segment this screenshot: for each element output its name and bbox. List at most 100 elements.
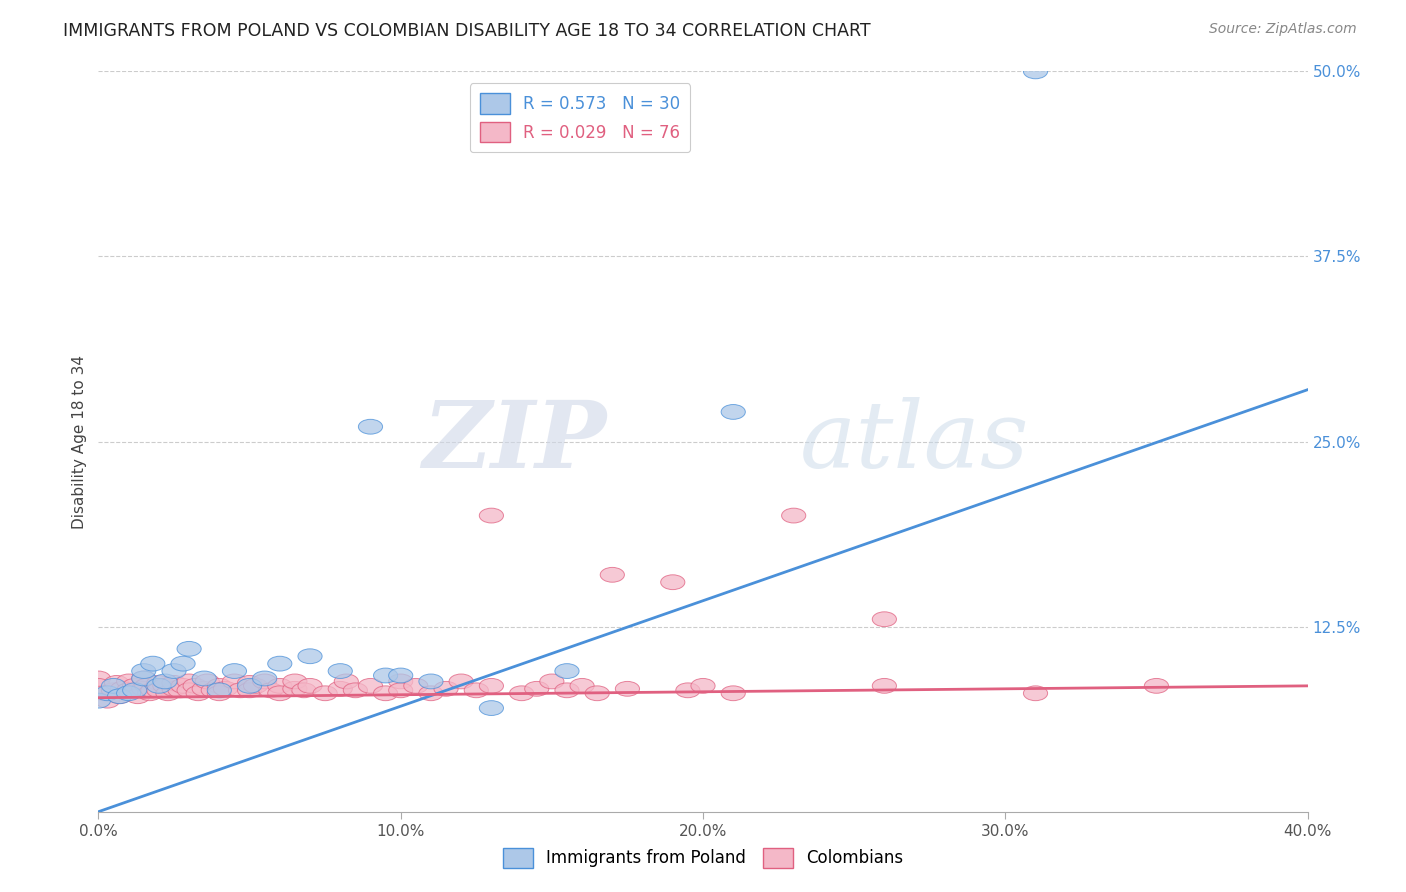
- Ellipse shape: [201, 683, 225, 698]
- Text: IMMIGRANTS FROM POLAND VS COLOMBIAN DISABILITY AGE 18 TO 34 CORRELATION CHART: IMMIGRANTS FROM POLAND VS COLOMBIAN DISA…: [63, 22, 870, 40]
- Ellipse shape: [267, 686, 292, 701]
- Ellipse shape: [359, 679, 382, 693]
- Ellipse shape: [585, 686, 609, 701]
- Ellipse shape: [222, 674, 246, 689]
- Ellipse shape: [177, 641, 201, 657]
- Ellipse shape: [555, 664, 579, 679]
- Ellipse shape: [1024, 686, 1047, 701]
- Ellipse shape: [283, 681, 307, 697]
- Ellipse shape: [524, 681, 548, 697]
- Ellipse shape: [374, 668, 398, 683]
- Ellipse shape: [153, 674, 177, 689]
- Ellipse shape: [153, 679, 177, 693]
- Ellipse shape: [259, 683, 283, 698]
- Ellipse shape: [146, 675, 172, 690]
- Ellipse shape: [222, 664, 246, 679]
- Ellipse shape: [104, 675, 129, 690]
- Ellipse shape: [214, 681, 238, 697]
- Ellipse shape: [267, 657, 292, 671]
- Ellipse shape: [207, 679, 232, 693]
- Ellipse shape: [93, 686, 117, 701]
- Ellipse shape: [1024, 64, 1047, 78]
- Ellipse shape: [540, 674, 564, 689]
- Ellipse shape: [132, 671, 156, 686]
- Ellipse shape: [676, 683, 700, 698]
- Ellipse shape: [449, 674, 474, 689]
- Text: atlas: atlas: [800, 397, 1029, 486]
- Ellipse shape: [253, 674, 277, 689]
- Ellipse shape: [162, 664, 186, 679]
- Ellipse shape: [328, 681, 353, 697]
- Ellipse shape: [122, 683, 146, 698]
- Ellipse shape: [162, 681, 186, 697]
- Ellipse shape: [96, 693, 120, 708]
- Ellipse shape: [162, 675, 186, 690]
- Ellipse shape: [183, 679, 207, 693]
- Ellipse shape: [135, 679, 159, 693]
- Ellipse shape: [207, 683, 232, 698]
- Ellipse shape: [186, 686, 211, 701]
- Ellipse shape: [238, 683, 262, 698]
- Ellipse shape: [419, 674, 443, 689]
- Ellipse shape: [141, 657, 165, 671]
- Ellipse shape: [328, 664, 353, 679]
- Ellipse shape: [117, 674, 141, 689]
- Ellipse shape: [464, 683, 488, 698]
- Ellipse shape: [335, 674, 359, 689]
- Ellipse shape: [132, 681, 156, 697]
- Y-axis label: Disability Age 18 to 34: Disability Age 18 to 34: [72, 354, 87, 529]
- Ellipse shape: [172, 657, 195, 671]
- Ellipse shape: [167, 683, 193, 698]
- Ellipse shape: [101, 679, 125, 693]
- Ellipse shape: [343, 683, 367, 698]
- Ellipse shape: [872, 679, 897, 693]
- Ellipse shape: [388, 668, 413, 683]
- Ellipse shape: [388, 674, 413, 689]
- Ellipse shape: [132, 671, 156, 686]
- Ellipse shape: [404, 679, 427, 693]
- Ellipse shape: [616, 681, 640, 697]
- Ellipse shape: [132, 664, 156, 679]
- Ellipse shape: [107, 689, 132, 704]
- Ellipse shape: [253, 671, 277, 686]
- Ellipse shape: [374, 686, 398, 701]
- Ellipse shape: [721, 404, 745, 419]
- Ellipse shape: [101, 683, 125, 698]
- Ellipse shape: [479, 679, 503, 693]
- Ellipse shape: [1144, 679, 1168, 693]
- Ellipse shape: [86, 693, 111, 708]
- Ellipse shape: [138, 686, 162, 701]
- Ellipse shape: [298, 648, 322, 664]
- Ellipse shape: [314, 686, 337, 701]
- Ellipse shape: [122, 679, 146, 693]
- Ellipse shape: [782, 508, 806, 523]
- Ellipse shape: [141, 683, 165, 698]
- Ellipse shape: [388, 683, 413, 698]
- Ellipse shape: [111, 681, 135, 697]
- Ellipse shape: [243, 679, 267, 693]
- Ellipse shape: [156, 686, 180, 701]
- Ellipse shape: [569, 679, 595, 693]
- Ellipse shape: [359, 419, 382, 434]
- Text: Source: ZipAtlas.com: Source: ZipAtlas.com: [1209, 22, 1357, 37]
- Ellipse shape: [509, 686, 534, 701]
- Ellipse shape: [172, 679, 195, 693]
- Ellipse shape: [283, 674, 307, 689]
- Ellipse shape: [555, 683, 579, 698]
- Ellipse shape: [96, 686, 120, 701]
- Ellipse shape: [177, 683, 201, 698]
- Ellipse shape: [177, 674, 201, 689]
- Ellipse shape: [146, 679, 172, 693]
- Legend: R = 0.573   N = 30, R = 0.029   N = 76: R = 0.573 N = 30, R = 0.029 N = 76: [470, 83, 690, 153]
- Ellipse shape: [207, 686, 232, 701]
- Ellipse shape: [146, 683, 172, 698]
- Ellipse shape: [434, 681, 458, 697]
- Ellipse shape: [107, 689, 132, 704]
- Ellipse shape: [238, 679, 262, 693]
- Ellipse shape: [193, 681, 217, 697]
- Ellipse shape: [238, 675, 262, 690]
- Ellipse shape: [661, 574, 685, 590]
- Ellipse shape: [600, 567, 624, 582]
- Ellipse shape: [117, 683, 141, 698]
- Ellipse shape: [479, 701, 503, 715]
